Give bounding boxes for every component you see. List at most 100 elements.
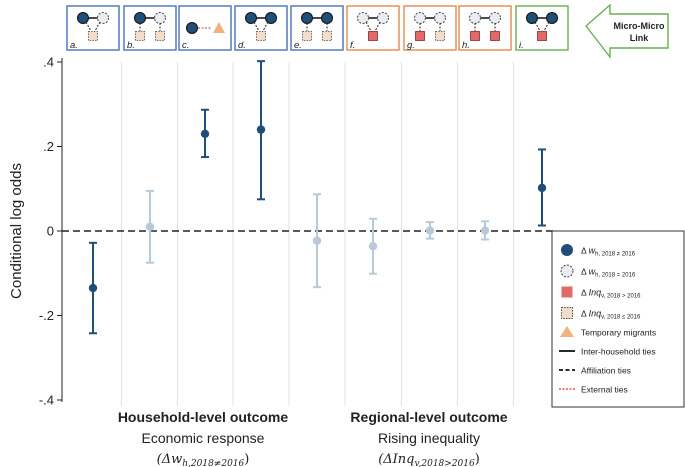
micro-link-callout: Micro-Micro Link [585, 3, 669, 60]
household-node-icon [469, 12, 481, 24]
estimate-marker [368, 242, 378, 251]
region-node-icon [322, 31, 332, 41]
legend-item: External ties [559, 385, 628, 395]
y-tick-label: -.2 [39, 308, 54, 323]
region-node-icon [415, 31, 425, 41]
legend-item: Inter-household ties [559, 347, 656, 357]
region-node-icon [135, 31, 145, 41]
affiliation-tie-icon [374, 21, 381, 32]
region-node-icon [537, 31, 547, 41]
network-panel-d: d. [234, 5, 288, 51]
region-node-icon [490, 31, 500, 41]
estimate-marker [256, 125, 266, 134]
estimate-marker [312, 236, 322, 245]
panel-label: a. [70, 40, 78, 51]
household-node-icon [265, 12, 277, 24]
household-node-icon [186, 22, 198, 34]
network-panel-e: e. [290, 5, 344, 51]
x-group-formula: (ΔInqv,2018>2016) [378, 452, 480, 467]
estimate-marker [145, 222, 155, 231]
affiliation-tie-icon [253, 21, 260, 32]
legend-label: Δ wh, 2018 = 2016 [581, 267, 636, 279]
callout-text-line2: Link [630, 33, 649, 43]
point-d [256, 60, 266, 201]
x-group-2: Regional-level outcome Rising inequality (… [350, 409, 507, 467]
network-panel-c: c. [178, 5, 232, 51]
household-node-icon [301, 12, 313, 24]
x-group-subtitle: Economic response [142, 430, 265, 446]
point-e [312, 193, 322, 289]
point-c [200, 108, 210, 159]
callout-arrow-icon [585, 3, 669, 60]
legend-label: External ties [581, 385, 628, 395]
household-node-icon [134, 12, 146, 24]
household-node-icon [414, 12, 426, 24]
estimate-marker [425, 226, 435, 235]
callout-text-line1: Micro-Micro [613, 21, 665, 31]
network-panel-f: f. [346, 5, 400, 51]
region-node-icon [88, 31, 98, 41]
legend-label: Δ wh, 2018 ≠ 2016 [581, 246, 636, 258]
x-group-1: Household-level outcome Economic response… [118, 409, 289, 467]
estimate-marker [480, 226, 490, 235]
legend-box [551, 230, 685, 408]
affiliation-tie-icon [94, 21, 101, 32]
legend-dark-circle-icon [561, 244, 573, 256]
panel-frame [66, 5, 120, 51]
y-tick-label: -.4 [39, 393, 54, 408]
x-group-title: Regional-level outcome [350, 409, 507, 425]
legend-label: Inter-household ties [581, 347, 656, 357]
point-g [425, 221, 435, 240]
panel-label: i. [519, 40, 524, 51]
panel-frame [290, 5, 344, 51]
region-node-icon [470, 31, 480, 41]
region-node-icon [435, 31, 445, 41]
household-node-icon [321, 12, 333, 24]
y-axis: -.4 -.2 0 .2 .4 Conditional log odds [8, 55, 63, 408]
point-a [88, 241, 98, 335]
legend-item: Affiliation ties [559, 366, 631, 376]
affiliation-tie-icon [85, 21, 92, 32]
network-panel-h: h. [458, 5, 512, 51]
household-node-icon [489, 12, 501, 24]
region-node-icon [302, 31, 312, 41]
point-b [145, 189, 155, 264]
household-node-icon [154, 12, 166, 24]
network-panels: a. b. c. d. e. f. g. h. i. [66, 5, 569, 51]
legend-item: Δ Inqv, 2018 ≤ 2016 [561, 307, 641, 321]
y-axis-title: Conditional log odds [8, 163, 25, 299]
network-panel-b: b. [123, 5, 177, 51]
point-f [368, 217, 378, 275]
panel-label: b. [127, 40, 135, 51]
panel-frame [123, 5, 177, 51]
affiliation-tie-icon [365, 21, 372, 32]
panel-frame [515, 5, 569, 51]
x-group-title: Household-level outcome [118, 409, 289, 425]
migrant-triangle-icon [213, 22, 225, 33]
point-i [537, 148, 547, 227]
panel-label: d. [238, 40, 246, 51]
legend-item: Δ wh, 2018 ≠ 2016 [561, 244, 636, 258]
household-node-icon [77, 12, 89, 24]
household-node-icon [546, 12, 558, 24]
data-marks [88, 60, 547, 335]
household-node-icon [377, 12, 389, 24]
x-group-subtitle: Rising inequality [378, 430, 480, 446]
legend-label: Δ Inqv, 2018 > 2016 [581, 288, 641, 300]
legend-light-square-icon [561, 307, 573, 319]
legend-triangle-icon [560, 326, 574, 337]
point-h [480, 220, 490, 241]
legend-red-square-icon [561, 286, 573, 298]
estimate-marker [537, 183, 547, 193]
panel-label: f. [350, 40, 355, 51]
x-group-formula: (Δwh,2018≠2016) [157, 452, 250, 467]
x-group-labels: Household-level outcome Economic response… [118, 409, 508, 467]
panel-frame [346, 5, 400, 51]
estimate-marker [200, 129, 210, 139]
region-node-icon [368, 31, 378, 41]
panel-frame [458, 5, 512, 51]
panel-label: c. [182, 40, 189, 51]
y-tick-label: .2 [43, 139, 54, 154]
panel-label: g. [407, 40, 415, 51]
household-node-icon [245, 12, 257, 24]
